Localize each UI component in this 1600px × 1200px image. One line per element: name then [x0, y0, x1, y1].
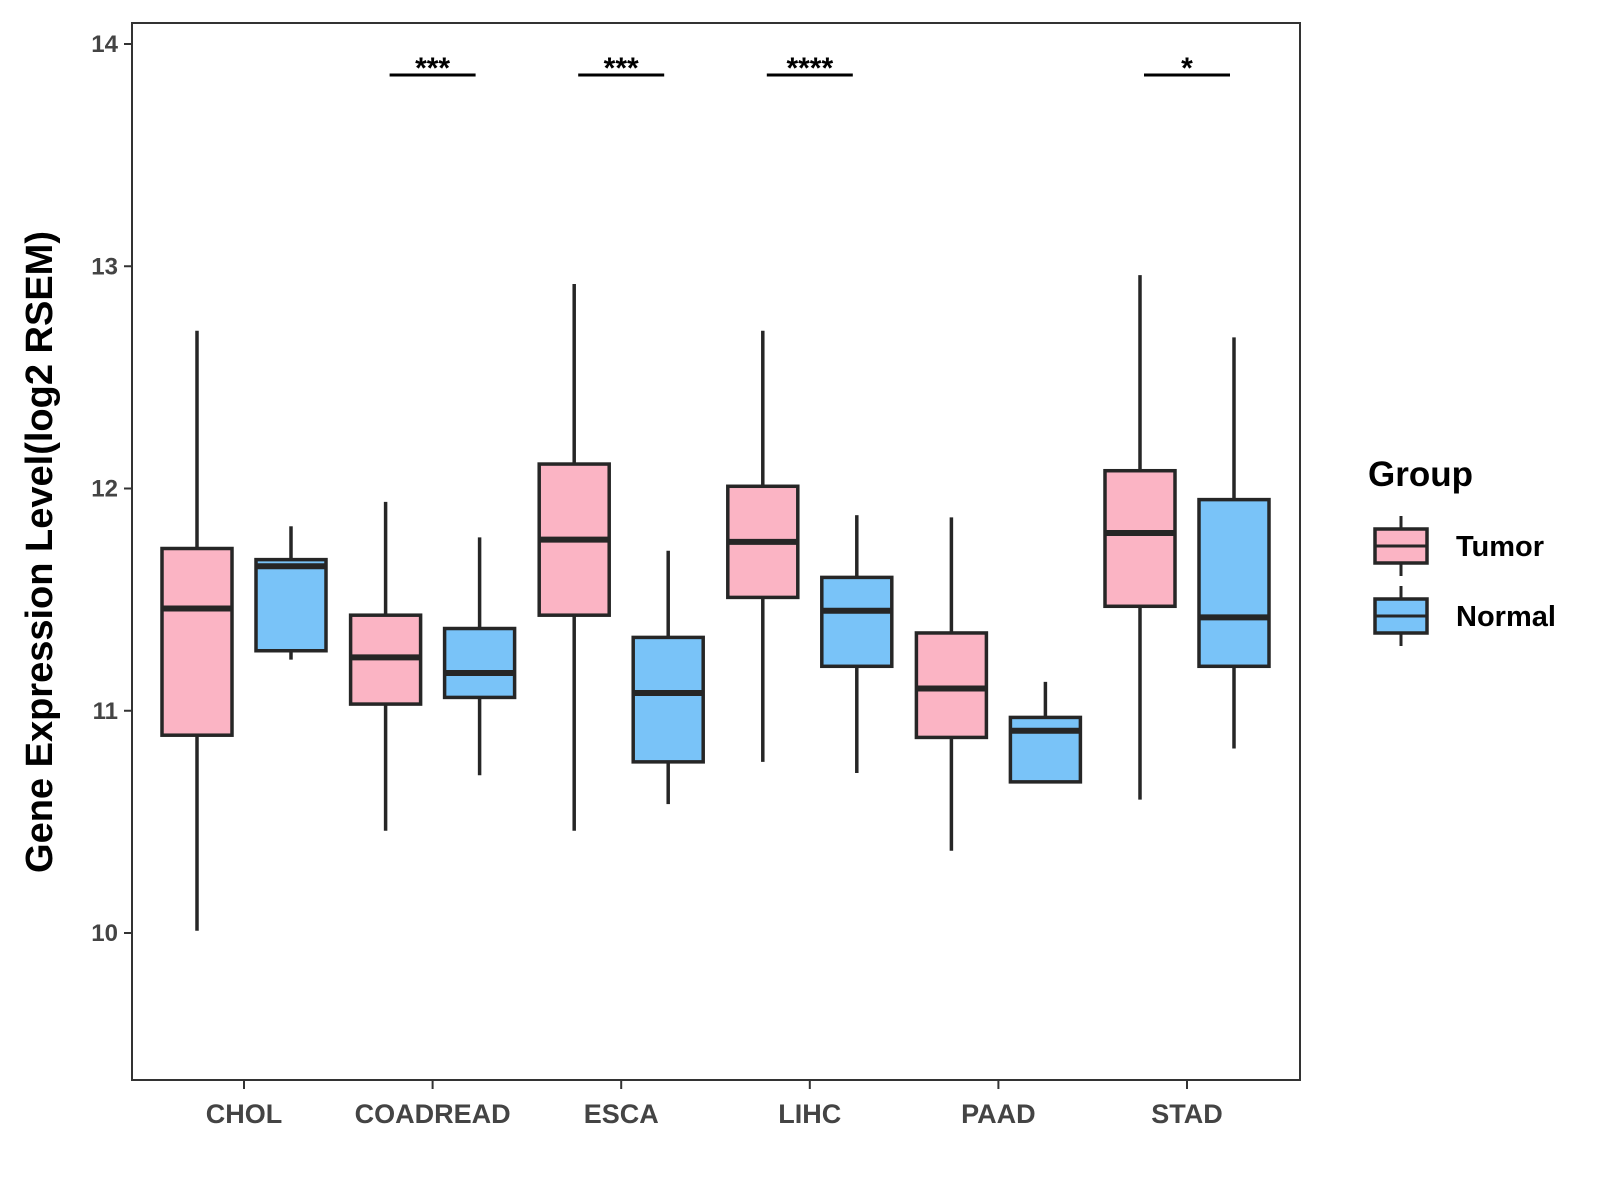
- box-normal-esca: [631, 550, 705, 805]
- box-tumor-paad: [914, 517, 989, 851]
- box-series: [160, 275, 1271, 931]
- y-tick-label: 13: [91, 253, 118, 280]
- significance-label: *: [1181, 52, 1193, 85]
- box-body: [914, 631, 989, 740]
- x-tick-label: CHOL: [206, 1099, 283, 1129]
- box-tumor-esca: [537, 284, 611, 831]
- box-body: [1103, 468, 1177, 609]
- significance-label: ***: [415, 52, 450, 85]
- box-normal-lihc: [820, 515, 894, 773]
- y-axis: 10 11 12 13 14: [91, 31, 132, 947]
- significance-label: ***: [604, 52, 639, 85]
- box-tumor-coadread: [348, 501, 423, 831]
- x-tick-label: LIHC: [778, 1099, 841, 1129]
- box-normal-chol: [254, 526, 328, 660]
- x-tick-label: PAAD: [961, 1099, 1036, 1129]
- box-normal-coadread: [442, 537, 517, 776]
- box-tumor-chol: [160, 330, 234, 931]
- significance-label: ****: [786, 52, 833, 85]
- legend-item-normal: Normal: [1373, 586, 1556, 646]
- box-body: [820, 575, 894, 669]
- legend-title: Group: [1368, 455, 1473, 494]
- x-tick-label: COADREAD: [355, 1099, 511, 1129]
- box-normal-paad: [1008, 681, 1083, 784]
- box-body: [1008, 715, 1083, 784]
- plot-panel-border: [131, 22, 1301, 1081]
- box-body: [160, 546, 234, 737]
- box-tumor-stad: [1103, 275, 1177, 800]
- box-body: [631, 635, 705, 764]
- box-normal-stad: [1197, 337, 1271, 749]
- box-body: [1197, 497, 1271, 669]
- box-tumor-lihc: [726, 330, 800, 762]
- legend-label: Normal: [1456, 601, 1556, 633]
- x-tick-label: STAD: [1151, 1099, 1223, 1129]
- y-tick-label: 11: [93, 698, 118, 725]
- y-tick-label: 12: [91, 476, 118, 503]
- y-axis-label: Gene Expression Level(log2 RSEM): [19, 231, 61, 873]
- legend: Group Tumor Normal: [1368, 455, 1556, 646]
- legend-item-tumor: Tumor: [1373, 516, 1544, 576]
- y-tick-label: 14: [91, 31, 118, 58]
- y-tick-label: 10: [91, 920, 118, 947]
- legend-label: Tumor: [1456, 531, 1544, 563]
- x-axis: CHOL COADREAD ESCA LIHC PAAD STAD: [206, 1080, 1223, 1129]
- x-tick-label: ESCA: [584, 1099, 659, 1129]
- box-body: [254, 557, 328, 653]
- box-body: [442, 626, 517, 700]
- significance-annotations: *** *** **** *: [389, 52, 1230, 85]
